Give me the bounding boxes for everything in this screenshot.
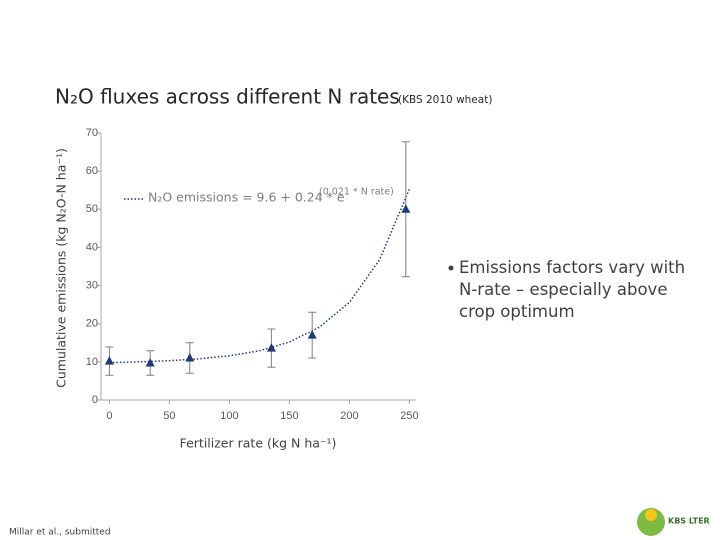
equation: N₂O emissions = 9.6 + 0.24 * e xyxy=(148,190,345,205)
x-tick-label: 50 xyxy=(163,410,175,422)
marker xyxy=(104,356,114,365)
y-tick-label: 0 xyxy=(92,394,98,406)
y-axis-label: Cumulative emissions (kg N₂O-N ha⁻¹) xyxy=(54,148,69,388)
marker xyxy=(401,204,411,213)
bullet-dot xyxy=(448,265,454,271)
marker xyxy=(266,343,276,352)
marker xyxy=(185,353,195,362)
fit-curve xyxy=(109,188,411,364)
y-tick-label: 20 xyxy=(86,318,98,330)
logo-icon xyxy=(637,508,665,536)
chart-title: N₂O fluxes across different N rates xyxy=(55,85,400,109)
marker xyxy=(307,330,317,339)
footer: Millar et al., submitted xyxy=(9,528,111,538)
y-tick-label: 30 xyxy=(86,279,98,291)
y-tick-label: 40 xyxy=(86,241,98,253)
x-axis-label: Fertilizer rate (kg N ha⁻¹) xyxy=(180,436,337,451)
x-tick-label: 200 xyxy=(340,410,358,422)
logo: KBS LTER xyxy=(637,508,710,536)
bullet-text: Emissions factors vary with N-rate – esp… xyxy=(459,258,686,321)
x-tick-label: 250 xyxy=(400,410,418,422)
marker xyxy=(145,358,155,367)
y-tick-label: 60 xyxy=(86,165,98,177)
x-tick-label: 150 xyxy=(280,410,298,422)
chart-subtitle: (KBS 2010 wheat) xyxy=(398,94,492,106)
equation-exponent: (0.021 * N rate) xyxy=(319,187,394,198)
logo-sun xyxy=(645,509,657,521)
y-tick-label: 50 xyxy=(86,203,98,215)
logo-text: KBS LTER xyxy=(668,517,710,526)
x-tick-label: 0 xyxy=(106,410,112,422)
x-tick-label: 100 xyxy=(220,410,238,422)
y-tick-label: 10 xyxy=(86,356,98,368)
y-tick-label: 70 xyxy=(86,127,98,139)
